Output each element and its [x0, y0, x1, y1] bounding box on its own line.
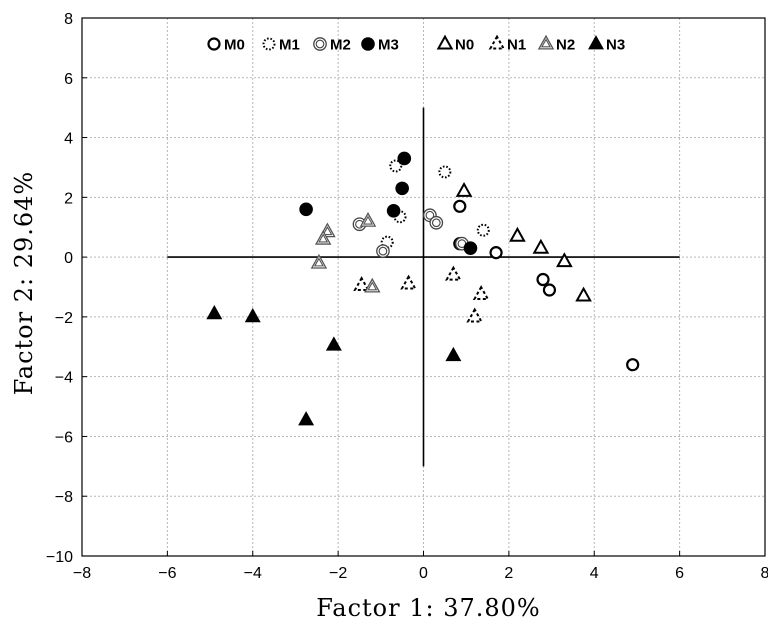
- legend-label-n0: N0: [455, 37, 474, 54]
- y-tick-label: 6: [64, 71, 73, 88]
- x-tick-label: −2: [329, 565, 347, 582]
- x-tick-label: 2: [504, 565, 513, 582]
- data-point-n3: [325, 336, 342, 351]
- data-point-n1: [472, 285, 490, 301]
- x-tick-label: −6: [158, 565, 176, 582]
- x-tick-label: 4: [590, 565, 599, 582]
- legend-label-m1: M1: [279, 37, 300, 54]
- data-point-m0: [542, 283, 557, 297]
- x-axis-title: Factor 1: 37.80%: [316, 594, 540, 622]
- legend-marker-m3: [361, 37, 375, 51]
- data-points: [206, 151, 640, 426]
- series-m2: [352, 208, 469, 258]
- data-point-n0: [575, 286, 592, 302]
- legend-marker-n0: [436, 34, 454, 50]
- data-point-n0: [455, 181, 473, 197]
- data-point-n3: [298, 411, 315, 426]
- data-point-n3: [244, 307, 261, 323]
- legend-marker-n3: [588, 35, 604, 50]
- data-point-n2: [359, 212, 377, 227]
- data-point-n3: [445, 346, 462, 362]
- reference-lines: [167, 107, 680, 467]
- x-tick-label: −4: [244, 565, 262, 582]
- data-point-n2: [314, 229, 332, 245]
- data-point-m3: [463, 241, 478, 255]
- legend-label-m3: M3: [378, 37, 399, 54]
- x-tick-label: 8: [761, 565, 768, 582]
- legend-marker-m0: [207, 37, 221, 51]
- x-tick-label: −8: [73, 565, 91, 582]
- y-tick-label: 4: [64, 131, 73, 148]
- legend-marker-m2: [313, 37, 327, 51]
- data-point-n3: [206, 305, 223, 320]
- legend-label-m2: M2: [330, 37, 351, 54]
- data-point-m2: [376, 244, 390, 258]
- series-m3: [299, 151, 478, 255]
- data-point-n1: [400, 274, 417, 290]
- data-point-n2: [310, 253, 328, 269]
- data-point-m3: [299, 202, 313, 217]
- legend-marker-n1: [488, 34, 506, 50]
- y-tick-label: 8: [64, 11, 73, 28]
- x-tick-label: 0: [419, 565, 428, 582]
- legend-marker-m1: [262, 37, 276, 51]
- legend-label-n3: N3: [606, 37, 625, 54]
- data-point-n0: [509, 226, 526, 242]
- data-point-n1: [466, 307, 484, 323]
- data-point-m1: [438, 165, 452, 179]
- data-point-m2: [429, 215, 444, 230]
- y-tick-label: −2: [55, 310, 73, 327]
- data-point-m0: [536, 272, 550, 287]
- series-n2: [310, 212, 381, 293]
- legend-label-m0: M0: [224, 37, 245, 54]
- series-m1: [380, 159, 490, 249]
- y-tick-label: −8: [55, 489, 73, 506]
- data-point-m1: [476, 223, 490, 237]
- data-point-m0: [489, 246, 503, 260]
- data-point-m3: [386, 203, 401, 218]
- data-point-n2: [364, 277, 381, 293]
- data-point-n1: [445, 265, 462, 281]
- data-point-n0: [556, 252, 573, 268]
- legend-label-n2: N2: [556, 37, 575, 54]
- y-axis-title: Factor 2: 29.64%: [10, 171, 38, 395]
- y-tick-label: 0: [64, 250, 73, 267]
- series-n3: [206, 305, 462, 426]
- data-point-n0: [532, 238, 550, 254]
- legend: M0 M1 M2 M3 N0 N1 N2 N3: [207, 34, 625, 54]
- legend-label-n1: N1: [507, 37, 526, 54]
- data-point-n1: [353, 276, 370, 292]
- data-point-m3: [395, 181, 409, 196]
- series-n0: [455, 181, 592, 302]
- data-point-m1: [389, 159, 403, 173]
- data-point-m3: [397, 151, 412, 166]
- y-tick-label: −4: [55, 370, 73, 387]
- series-n1: [353, 265, 490, 323]
- y-tick-label: −10: [46, 549, 73, 566]
- data-point-m0: [626, 358, 640, 372]
- y-tick-label: −6: [55, 429, 73, 446]
- data-point-m0: [453, 199, 467, 213]
- y-tick-label: 2: [64, 190, 73, 207]
- legend-marker-n2: [537, 34, 555, 50]
- x-tick-label: 6: [675, 565, 684, 582]
